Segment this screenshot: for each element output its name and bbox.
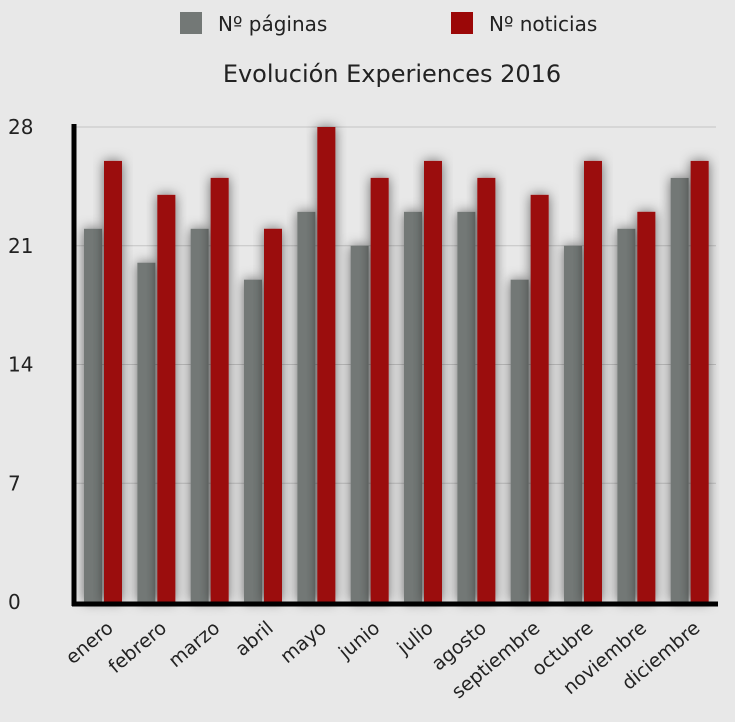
bar-paginas-octubre [564,245,582,602]
bar-paginas-diciembre [670,177,689,602]
legend-label-paginas: Nº páginas [218,12,327,36]
bar-paginas-julio [404,211,422,603]
y-tick-label: 21 [8,234,33,258]
bar-noticias-marzo [210,177,229,602]
y-tick-label: 7 [8,471,21,495]
bar-noticias-junio [370,177,389,602]
x-label-julio: julio [392,617,437,660]
x-label-febrero: febrero [104,617,171,678]
x-label-junio: junio [334,617,384,664]
bar-noticias-agosto [477,177,496,602]
x-label-abril: abril [231,617,277,661]
bar-paginas-mayo [297,211,316,603]
y-axis-ticks: 0 7 14 21 28 [8,115,33,614]
legend-swatch-paginas [180,12,202,34]
bar-noticias-febrero [157,194,176,602]
gridlines [76,126,716,484]
x-label-marzo: marzo [165,617,225,672]
x-label-mayo: mayo [276,617,331,668]
bar-noticias-julio [424,160,442,602]
y-tick-label: 14 [8,353,33,377]
bar-noticias-abril [264,228,282,603]
chart-title: Evolución Experiences 2016 [223,60,561,88]
bar-noticias-enero [104,160,122,602]
bar-paginas-febrero [137,262,156,602]
legend: Nº páginas Nº noticias [180,12,597,36]
bar-paginas-septiembre [510,279,529,602]
y-tick-label: 0 [8,590,21,614]
bar-paginas-noviembre [617,228,636,603]
bar-noticias-diciembre [690,160,709,602]
legend-swatch-noticias [451,12,473,34]
bar-noticias-octubre [584,160,602,602]
bar-paginas-agosto [457,211,476,603]
bar-paginas-junio [350,245,369,602]
bar-paginas-enero [84,228,102,603]
bar-noticias-septiembre [530,194,549,602]
y-tick-label: 28 [8,115,33,139]
bar-paginas-abril [244,279,262,602]
bar-noticias-mayo [317,127,336,602]
bar-noticias-noviembre [637,211,656,603]
bars [84,127,709,603]
legend-label-noticias: Nº noticias [489,12,597,36]
bar-paginas-marzo [190,228,209,603]
